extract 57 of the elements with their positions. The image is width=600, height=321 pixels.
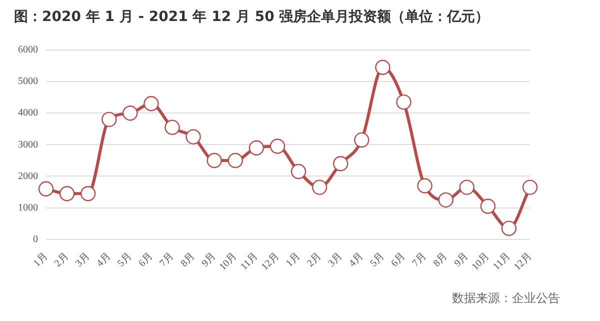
x-tick-label: 10月 xyxy=(217,250,240,273)
y-tick-label: 4000 xyxy=(18,108,38,119)
point xyxy=(248,140,264,156)
y-tick-label: 6000 xyxy=(18,44,38,56)
x-tick-label: 3月 xyxy=(74,250,92,270)
x-tick-label: 10月 xyxy=(470,250,492,273)
x-tick-label: 5月 xyxy=(368,250,387,270)
x-tick-label: 7月 xyxy=(410,250,429,270)
point xyxy=(122,106,138,121)
point xyxy=(290,164,306,180)
point xyxy=(375,60,390,75)
point xyxy=(228,152,243,168)
y-tick-label: 2000 xyxy=(18,170,38,182)
x-tick-label: 6月 xyxy=(136,250,156,270)
point xyxy=(354,132,370,148)
y-tick-label: 1000 xyxy=(18,202,38,214)
chart-title: 图：2020 年 1 月 - 2021 年 12 月 50 强房企单月投资额（单位：亿元） xyxy=(14,8,490,26)
point xyxy=(164,120,180,135)
x-tick-label: 12月 xyxy=(512,250,534,273)
point xyxy=(522,180,538,195)
x-tick-label: 3月 xyxy=(326,250,345,270)
x-tick-label: 6月 xyxy=(389,250,408,270)
x-tick-label: 1月 xyxy=(284,250,302,270)
point xyxy=(333,156,348,172)
x-tick-label: 9月 xyxy=(200,250,218,270)
point xyxy=(38,181,54,196)
x-tick-label: 9月 xyxy=(452,250,471,270)
point xyxy=(417,178,432,194)
point xyxy=(59,186,75,202)
x-tick-label: 5月 xyxy=(116,250,134,270)
point xyxy=(186,129,201,144)
point xyxy=(144,96,159,112)
point xyxy=(312,180,328,195)
point xyxy=(270,138,286,154)
x-tick-label: 1月 xyxy=(32,250,50,270)
x-tick-label: 11月 xyxy=(491,250,513,272)
x-tick-label: 4月 xyxy=(347,250,366,270)
x-tick-label: 2月 xyxy=(305,250,324,270)
point xyxy=(80,186,96,202)
point xyxy=(459,180,474,195)
x-tick-label: 8月 xyxy=(431,250,450,270)
y-tick-label: 0 xyxy=(33,234,38,245)
x-tick-label: 8月 xyxy=(178,250,198,270)
x-tick-label: 11月 xyxy=(238,250,260,272)
x-tick-label: 4月 xyxy=(94,250,114,270)
x-tick-label: 2月 xyxy=(52,250,72,270)
point xyxy=(438,192,454,208)
point xyxy=(396,94,412,110)
point xyxy=(102,112,117,128)
y-tick-label: 3000 xyxy=(18,139,38,150)
point xyxy=(206,152,222,168)
point xyxy=(480,198,496,214)
y-tick-label: 5000 xyxy=(18,76,38,88)
x-tick-label: 12月 xyxy=(260,250,282,273)
x-tick-label: 7月 xyxy=(158,250,176,270)
point xyxy=(501,220,517,236)
source-note: 数据来源：企业公告 xyxy=(452,290,560,307)
